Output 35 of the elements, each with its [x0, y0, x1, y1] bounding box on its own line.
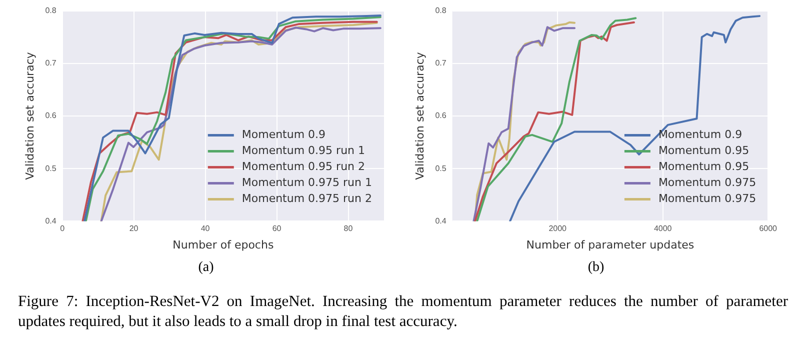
- legend-label: Momentum 0.95: [658, 144, 750, 158]
- caption: Figure 7: Inception-ResNet-V2 on ImageNet. Increasing the momentum parameter reduces the number of parameter updates required, but it also leads to a small drop in final test accuracy.: [18, 292, 788, 332]
- y-tick-label: 0.5: [435, 164, 447, 173]
- y-axis-title: Validation set accuracy: [23, 52, 36, 180]
- legend-label: Momentum 0.975 run 1: [242, 176, 372, 190]
- y-tick-label: 0.8: [45, 6, 57, 16]
- x-tick-label: 80: [344, 224, 354, 234]
- legend-label: Momentum 0.95: [658, 160, 750, 174]
- legend-label: Momentum 0.975 run 2: [242, 192, 372, 206]
- x-tick-label: 40: [200, 224, 210, 234]
- y-tick-label: 0.6: [45, 111, 57, 120]
- text: (a): [197, 260, 215, 276]
- y-tick-label: 0.8: [435, 6, 447, 16]
- legend-label: Momentum 0.95 run 1: [242, 144, 366, 158]
- x-tick-label: 0: [60, 224, 66, 234]
- y-tick-label: 0.5: [45, 164, 57, 173]
- x-tick-label: 2000: [548, 224, 568, 234]
- x-tick-label: 6000: [759, 224, 778, 234]
- x-axis-title: Number of parameter updates: [526, 238, 694, 252]
- legend-label: Momentum 0.9: [658, 128, 742, 142]
- y-tick-label: 0.7: [45, 58, 57, 68]
- x-tick-label: 60: [272, 224, 282, 234]
- y-axis-title: Validation set accuracy: [413, 52, 426, 180]
- y-tick-label: 0.6: [435, 111, 447, 120]
- legend-label: Momentum 0.9: [242, 128, 326, 142]
- x-tick-label: 4000: [654, 224, 672, 234]
- legend-label: Momentum 0.975: [658, 176, 756, 190]
- y-tick-label: 0.4: [45, 216, 57, 226]
- legend-label: Momentum 0.975: [658, 192, 756, 206]
- legend-label: Momentum 0.95 run 2: [242, 160, 366, 174]
- x-tick-label: 20: [129, 224, 139, 234]
- text: (b): [586, 260, 606, 276]
- y-tick-label: 0.4: [435, 216, 447, 226]
- x-axis-title: Number of epochs: [172, 238, 274, 252]
- y-tick-label: 0.7: [435, 58, 447, 68]
